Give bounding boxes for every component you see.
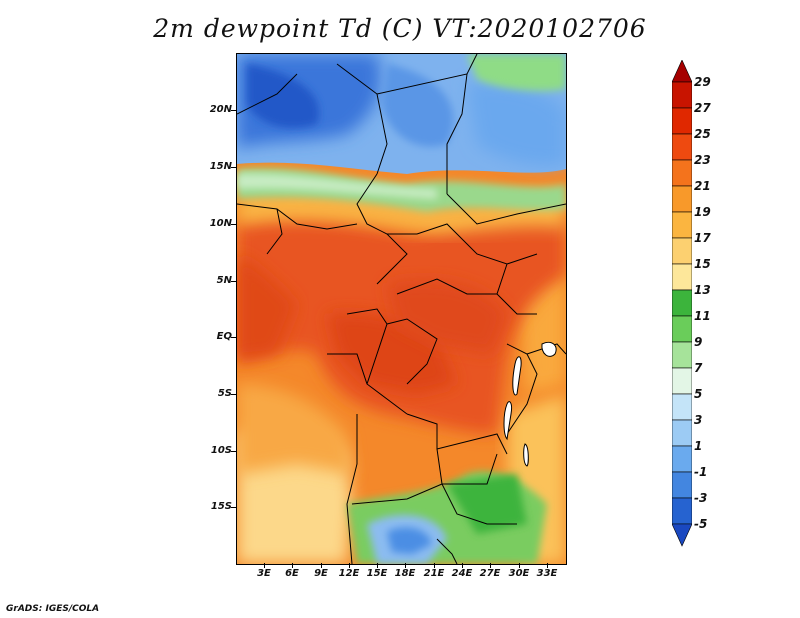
colorbar-label: 3 (694, 413, 703, 427)
lon-label-18e: 18E (394, 568, 416, 579)
colorbar-label: 5 (694, 387, 703, 401)
colorbar-segment (672, 341, 692, 369)
lat-tick (231, 224, 236, 225)
colorbar-label: 9 (694, 335, 703, 349)
lon-tick (264, 563, 265, 568)
colorbar-segment (672, 393, 692, 421)
colorbar-label: 17 (694, 231, 711, 245)
colorbar-label: 13 (694, 283, 711, 297)
lat-tick (231, 281, 236, 282)
lon-tick (462, 563, 463, 568)
colorbar-label: 27 (694, 101, 711, 115)
lat-tick (231, 110, 236, 111)
grads-credit: GrADS: IGES/COLA (6, 604, 100, 614)
lon-label-27e: 27E (479, 568, 501, 579)
lon-tick (321, 563, 322, 568)
colorbar-segment (672, 419, 692, 447)
colorbar-label: 21 (694, 179, 711, 193)
lat-label-10s: 10S (210, 445, 232, 456)
colorbar-segment (672, 497, 692, 525)
colorbar-label: 23 (694, 153, 711, 167)
lat-tick (231, 507, 236, 508)
colorbar-segment (672, 60, 692, 83)
colorbar-segment (672, 315, 692, 343)
lon-tick (405, 563, 406, 568)
colorbar-label: -5 (694, 517, 708, 531)
lat-label-15s: 15S (210, 501, 232, 512)
lon-tick (434, 563, 435, 568)
lon-label-24e: 24E (451, 568, 473, 579)
colorbar (672, 60, 692, 547)
lat-tick (231, 337, 236, 338)
colorbar-segment (672, 289, 692, 317)
lat-tick (231, 167, 236, 168)
lon-label-6e: 6E (285, 568, 299, 579)
lakes (503, 341, 557, 467)
lon-tick (490, 563, 491, 568)
lon-tick (547, 563, 548, 568)
lon-label-21e: 21E (423, 568, 445, 579)
lat-label-5n: 5N (216, 275, 232, 286)
lon-label-9e: 9E (314, 568, 328, 579)
colorbar-label: 15 (694, 257, 711, 271)
colorbar-label: -3 (694, 491, 708, 505)
colorbar-segment (672, 237, 692, 265)
lat-label-15n: 15N (209, 161, 232, 172)
colorbar-label: 7 (694, 361, 703, 375)
lon-tick (349, 563, 350, 568)
colorbar-label: 25 (694, 127, 711, 141)
colorbar-label: 29 (694, 75, 711, 89)
colorbar-segment (672, 107, 692, 135)
colorbar-label: 11 (694, 309, 711, 323)
lat-label-5s: 5S (217, 388, 232, 399)
lat-tick (231, 394, 236, 395)
colorbar-label: -1 (694, 465, 708, 479)
colorbar-segment (672, 133, 692, 161)
colorbar-label: 19 (694, 205, 711, 219)
lat-tick (231, 451, 236, 452)
colorbar-segment (672, 263, 692, 291)
lon-label-12e: 12E (338, 568, 360, 579)
lat-label-20n: 20N (209, 104, 232, 115)
lat-label-eq: EQ (216, 331, 232, 342)
dewpoint-map (236, 53, 567, 565)
colorbar-segment (672, 523, 692, 547)
colorbar-label: 1 (694, 439, 703, 453)
lon-tick (377, 563, 378, 568)
lon-tick (519, 563, 520, 568)
colorbar-segment (672, 159, 692, 187)
lon-label-33e: 33E (536, 568, 558, 579)
country-borders (237, 54, 566, 564)
lat-label-10n: 10N (209, 218, 232, 229)
colorbar-segment (672, 445, 692, 473)
lon-tick (292, 563, 293, 568)
lon-label-30e: 30E (508, 568, 530, 579)
colorbar-segment (672, 81, 692, 109)
colorbar-segment (672, 185, 692, 213)
colorbar-segment (672, 471, 692, 499)
map-title: 2m dewpoint Td (C) VT:2020102706 (153, 14, 647, 43)
colorbar-segment (672, 367, 692, 395)
lon-label-3e: 3E (257, 568, 271, 579)
colorbar-segment (672, 211, 692, 239)
lon-label-15e: 15E (366, 568, 388, 579)
map-field (237, 54, 566, 564)
